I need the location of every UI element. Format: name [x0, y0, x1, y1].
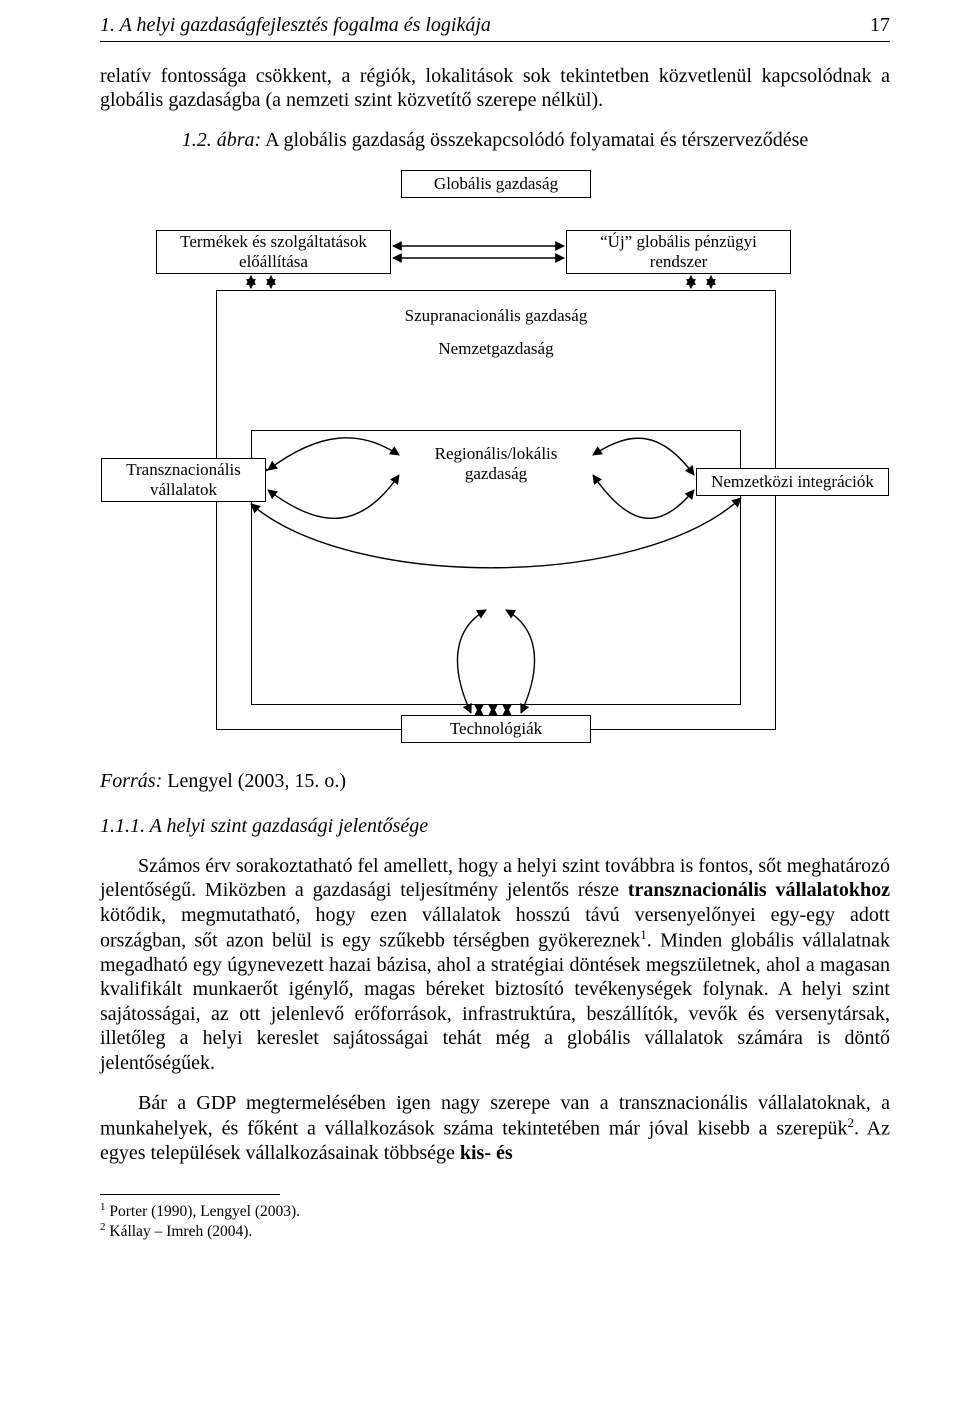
lead-paragraph: relatív fontossága csökkent, a régiók, l… — [100, 64, 890, 113]
p2-a: Bár a GDP megtermelésében igen nagy szer… — [100, 1092, 890, 1140]
figure-source: Forrás: Lengyel (2003, 15. o.) — [100, 770, 890, 793]
box-finance: “Új” globális pénzügyi rendszer — [566, 230, 791, 274]
paragraph-1: Számos érv sorakoztatható fel amellett, … — [100, 854, 890, 1075]
figure-caption-text: A globális gazdaság összekapcsolódó foly… — [261, 129, 808, 151]
footnote-2: 2 Kállay – Imreh (2004). — [100, 1221, 890, 1242]
figure-caption-number: 1.2. ábra: — [182, 129, 261, 151]
figure-caption: 1.2. ábra: A globális gazdaság összekapc… — [100, 129, 890, 152]
box-global-economy: Globális gazdaság — [401, 170, 591, 198]
source-text: Lengyel (2003, 15. o.) — [162, 770, 346, 792]
subheading: 1.1.1. A helyi szint gazdasági jelentősé… — [100, 815, 890, 838]
box-supranational: Szupranacionális gazdaság — [356, 305, 636, 327]
box-tnc: Transznacionális vállalatok — [101, 458, 266, 502]
footnote-rule — [100, 1194, 280, 1195]
box-integration: Nemzetközi integrációk — [696, 468, 889, 496]
footnote-1-text: Porter (1990), Lengyel (2003). — [109, 1203, 300, 1220]
header-title: 1. A helyi gazdaságfejlesztés fogalma és… — [100, 14, 850, 37]
box-regional: Regionális/lokális gazdaság — [401, 442, 591, 486]
p1-bold: transznacionális vállalatokhoz — [628, 879, 890, 901]
footnote-1: 1 Porter (1990), Lengyel (2003). — [100, 1201, 890, 1222]
p2-bold: kis- és — [460, 1142, 513, 1164]
footnote-2-text: Kállay – Imreh (2004). — [109, 1223, 252, 1240]
source-label: Forrás: — [100, 770, 162, 792]
page-number: 17 — [850, 14, 890, 37]
box-products: Termékek és szolgáltatások előállítása — [156, 230, 391, 274]
page: 1. A helyi gazdaságfejlesztés fogalma és… — [0, 0, 960, 1272]
paragraph-2: Bár a GDP megtermelésében igen nagy szer… — [100, 1091, 890, 1166]
running-header: 1. A helyi gazdaságfejlesztés fogalma és… — [100, 14, 890, 42]
box-national-economy: Nemzetgazdaság — [356, 338, 636, 360]
box-technologies: Technológiák — [401, 715, 591, 743]
diagram: Globális gazdaság Termékek és szolgáltat… — [101, 170, 889, 760]
